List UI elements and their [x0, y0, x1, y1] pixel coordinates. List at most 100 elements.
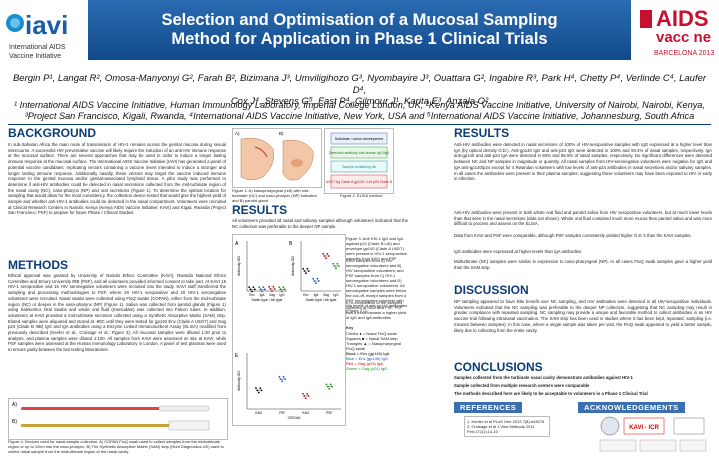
data-point	[312, 277, 315, 280]
data-point	[259, 387, 262, 390]
acknowledgement-logos: KAVI - ICR	[594, 414, 710, 454]
data-point	[322, 252, 325, 255]
tick-label: Env	[249, 293, 255, 297]
methods-text: Ethical approval was granted by Universi…	[8, 273, 226, 353]
data-point	[302, 392, 304, 395]
methods-heading: METHODS	[8, 258, 68, 272]
data-point	[282, 376, 285, 378]
key-list: Circles ● = Nasal FloQ swab Squares ■ = …	[346, 331, 408, 371]
figure-3-text-2: E) A comparison of the samples collected…	[346, 300, 407, 320]
fig2-box-3: Sample containing Ab	[342, 165, 376, 169]
authors-line-2: Cox J⁴, Stevens G⁵, Fast P⁴, Gilmour J¹,…	[230, 96, 489, 107]
discussion-heading: DISCUSSION	[454, 283, 529, 297]
tick-label: Gag	[269, 293, 275, 297]
data-point	[335, 267, 337, 270]
data-point	[261, 290, 263, 293]
data-point	[248, 286, 251, 289]
poster-title: Selection and Optimisation of a Mucosal …	[88, 11, 631, 49]
results-right-text-2: Anti-HIV antibodies were present in both…	[454, 210, 712, 227]
data-point	[336, 262, 339, 265]
y-axis-label: Antibody OD	[291, 256, 295, 276]
conclusion-2: Sample collected from multiple research …	[454, 383, 590, 388]
fig2-box-2: Detection antibody anti-human IgG/IgA	[329, 151, 390, 155]
tick-label: Env	[303, 293, 309, 297]
conclusion-1: Samples collected from the turbinate nas…	[454, 375, 633, 380]
acknowledgements-heading: ACKNOWLEDGEMENTS	[578, 402, 685, 413]
figure-3-text: KAVI samples from A) HIV seronegative vo…	[346, 258, 408, 313]
iavi-subtitle-1: International AIDS	[9, 44, 66, 51]
tick-label: IgG	[279, 293, 285, 297]
data-point	[316, 277, 319, 280]
data-point	[278, 376, 281, 378]
figure-2-caption: Figure 2. ELISA method	[340, 193, 383, 198]
discussion-text: NP sampling appeared to have little bene…	[454, 299, 712, 333]
aids-vaccine-logo: AIDS vacc ne BARCELONA 2013	[636, 2, 718, 62]
fig4-label-a: A)	[12, 402, 17, 408]
data-point	[328, 387, 331, 390]
title-band: Selection and Optimisation of a Mucosal …	[88, 0, 631, 60]
figure-4-caption: Figure 4. Devices used for nasal sample …	[8, 439, 224, 454]
data-point	[325, 257, 327, 260]
title-line-1: Selection and Optimisation of a Mucosal …	[161, 11, 558, 29]
results-right-text-3: Data from KAVI and PSF were comparable, …	[454, 233, 692, 238]
figure-3-charts: A Antibody OD Swab type / Ab type Env IgA Gag…	[232, 234, 346, 426]
figure-1-caption: Figure 1. A) Nasopharyngeal (red) with m…	[232, 188, 317, 203]
data-point	[325, 383, 328, 386]
affiliations-line-2: ³Project San Francisco, Kigali, Rwanda, …	[24, 111, 695, 121]
results-heading-mid: RESULTS	[232, 203, 288, 217]
panel-label: B	[289, 241, 293, 247]
x-axis-label: Swab type / Ab type	[306, 298, 337, 302]
fig2-box-1: Substrate / colour development	[335, 137, 383, 141]
title-line-2: Method for Application in Phase 1 Clinic…	[171, 30, 548, 48]
figure-2-elisa: Substrate / colour development Detection…	[324, 128, 394, 194]
conclusions-heading: CONCLUSIONS	[454, 360, 543, 374]
data-point	[305, 272, 307, 275]
vaccine-logo-text: vacc ne	[656, 29, 711, 46]
data-point	[329, 383, 332, 386]
data-point	[258, 286, 261, 289]
key-title: Key	[346, 325, 354, 330]
results-right-text-4: IgG antibodies were expressed at higher …	[454, 249, 583, 254]
header-divider	[8, 124, 711, 125]
affiliations: ¹ International AIDS Vaccine Initiative,…	[8, 100, 711, 122]
fig2-box-4: U92/7 Ag Clade A gp140 / LAI p24 Clade B	[326, 180, 393, 184]
figure-4-devices: A) B)	[8, 398, 228, 440]
tick-label: PSF	[326, 411, 332, 415]
iavi-subtitle-2: Vaccine Initiative	[9, 53, 61, 60]
references-heading: REFERENCES	[454, 402, 523, 413]
data-point	[251, 290, 253, 293]
poster-header: iavi International AIDS Vaccine Initiati…	[0, 0, 719, 68]
y-axis-label: Antibody OD	[237, 371, 241, 391]
tick-label: KAVI	[302, 411, 309, 415]
figure-3-caption: Figure 3. Anti HIV-1 IgG and IgA against…	[346, 236, 407, 261]
data-point	[304, 397, 307, 400]
data-point	[252, 286, 255, 289]
kavi-logo-text: KAVI - ICR	[629, 425, 659, 431]
key-item-black: Black = Env (gp140) IgA	[346, 351, 390, 356]
results-mid-text: All volunteers provided all nasal and sa…	[232, 218, 408, 229]
panel-label: A	[235, 241, 239, 247]
data-point	[326, 252, 329, 255]
y-axis-label: Antibody OD	[237, 256, 241, 276]
fig1-label-b: B)	[279, 131, 284, 136]
authors: Bergin P¹, Langat R², Omosa-Manyonyi G²,…	[8, 73, 711, 108]
conclusion-3: The methods described here are likely to…	[454, 391, 648, 396]
background-heading: BACKGROUND	[8, 126, 96, 140]
barcelona-text: BARCELONA 2013	[654, 50, 714, 57]
data-point	[306, 392, 309, 395]
data-point	[306, 267, 309, 270]
aids-logo-text: AIDS	[656, 6, 709, 31]
data-point	[272, 285, 275, 288]
references-list: 1. Keefer et al PLoS One 2012;7(8):e4307…	[464, 416, 550, 437]
fig1-label-a: A)	[235, 131, 240, 136]
tick-label: IgG	[333, 293, 339, 297]
data-point	[271, 290, 273, 293]
tick-label: IgA	[314, 293, 320, 297]
tick-label: KAVI	[255, 411, 262, 415]
key-item-red: Red = Gag (p24) IgA	[346, 361, 384, 366]
data-point	[281, 290, 283, 293]
data-point	[282, 286, 285, 289]
